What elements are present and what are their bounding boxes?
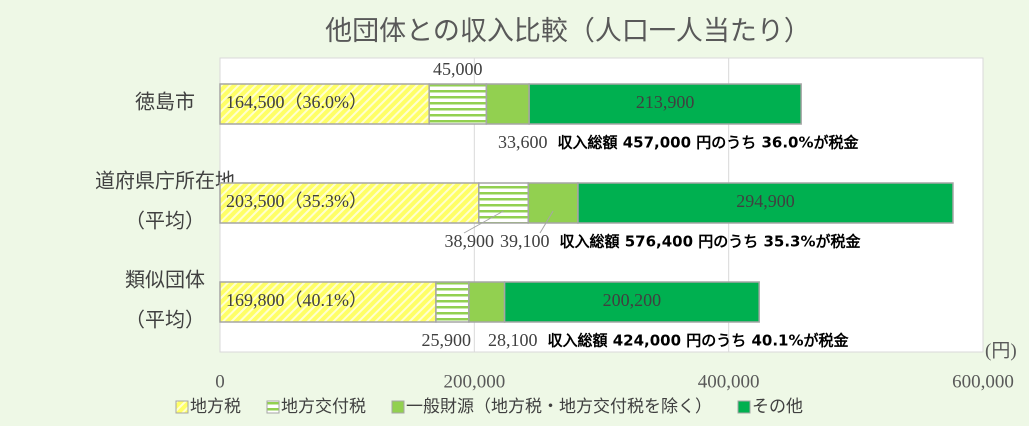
category-label: 道府県庁所在地 bbox=[95, 170, 235, 193]
bar-segment bbox=[478, 182, 530, 224]
x-tick-label: 600,000 bbox=[952, 371, 1014, 392]
category-label: 徳島市 bbox=[135, 91, 195, 114]
legend-label: 一般財源（地方税・地方交付税を除く） bbox=[406, 397, 712, 416]
leader-line bbox=[463, 210, 504, 234]
bar-segment bbox=[219, 182, 480, 224]
value-label: 33,600 bbox=[498, 132, 548, 152]
value-label: 200,200 bbox=[603, 290, 662, 310]
bar-segment bbox=[527, 182, 579, 224]
leader-line bbox=[539, 210, 554, 234]
x-unit: (円) bbox=[985, 340, 1017, 361]
legend-swatch bbox=[266, 400, 280, 414]
bar-segment bbox=[528, 83, 802, 125]
x-tick-label: 400,000 bbox=[698, 371, 760, 392]
category-label: 類似団体 bbox=[125, 269, 205, 292]
value-label: 213,900 bbox=[636, 92, 695, 112]
value-label: 294,900 bbox=[736, 191, 795, 211]
bar-segment bbox=[468, 281, 506, 323]
annotation: 収入総額 457,000 円のうち 36.0%が税金 bbox=[558, 134, 860, 152]
x-tick-label: 0 bbox=[215, 371, 225, 392]
legend-swatch bbox=[175, 400, 189, 414]
value-label: 39,100 bbox=[500, 231, 550, 251]
bar-segment bbox=[219, 281, 437, 323]
value-label: 38,900 bbox=[445, 231, 495, 251]
annotation: 収入総額 576,400 円のうち 35.3%が税金 bbox=[560, 233, 862, 251]
bar-segment bbox=[435, 281, 470, 323]
value-label: 28,100 bbox=[488, 330, 538, 350]
legend-label: 地方税 bbox=[190, 397, 241, 416]
chart-title: 他団体との収入比較（人口一人当たり） bbox=[325, 16, 811, 46]
category-label: （平均） bbox=[125, 210, 205, 233]
bar-segment bbox=[219, 83, 430, 125]
bar-segment bbox=[503, 281, 760, 323]
value-label: 203,500（35.3%） bbox=[226, 191, 367, 211]
x-tick-label: 200,000 bbox=[443, 371, 505, 392]
value-label: 169,800（40.1%） bbox=[226, 290, 367, 310]
legend-swatch bbox=[391, 400, 405, 414]
bar-segment bbox=[485, 83, 530, 125]
bar-segment bbox=[577, 182, 954, 224]
legend-label: 地方交付税 bbox=[281, 397, 366, 416]
legend-swatch bbox=[737, 400, 751, 414]
value-label: 164,500（36.0%） bbox=[226, 92, 367, 112]
legend-label: その他 bbox=[752, 397, 803, 416]
annotation: 収入総額 424,000 円のうち 40.1%が税金 bbox=[548, 332, 850, 350]
category-label: （平均） bbox=[125, 309, 205, 332]
value-label: 25,900 bbox=[422, 330, 472, 350]
bar-segment bbox=[428, 83, 488, 125]
value-label: 45,000 bbox=[433, 59, 483, 79]
